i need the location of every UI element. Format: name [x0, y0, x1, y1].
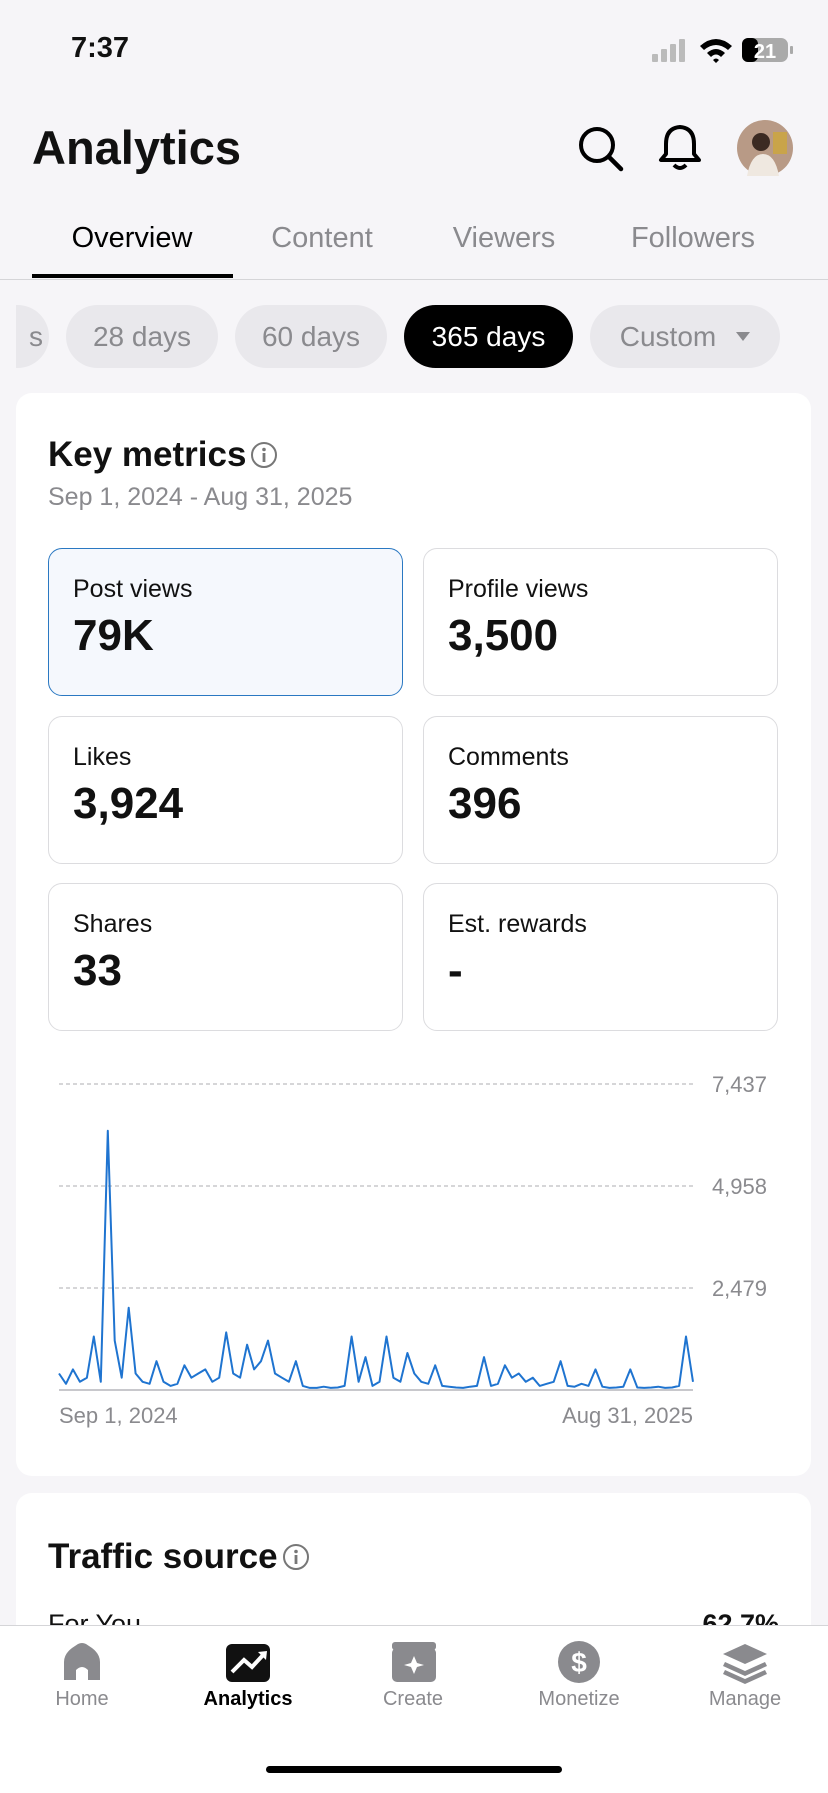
svg-text:$: $	[571, 1647, 587, 1678]
line-series	[58, 1129, 694, 1389]
metric-value: -	[448, 946, 463, 995]
metric-value: 3,924	[73, 779, 184, 828]
metric-label: Post views	[73, 575, 193, 603]
period-chip[interactable]: Custom	[590, 305, 780, 368]
metric-label: Shares	[73, 910, 153, 938]
nav-label[interactable]: Create	[382, 1688, 444, 1710]
chip-label: s	[29, 320, 43, 352]
chip-label: 60 days	[261, 320, 361, 352]
metric-card[interactable]: Likes 3,924	[48, 716, 403, 864]
chart: 2,479 4,958 7,437 Sep 1, 2024 Aug 31, 2025	[58, 1072, 767, 1428]
period-chip[interactable]: 365 days	[404, 305, 573, 368]
y-tick-label: 2,479	[712, 1276, 767, 1301]
metric-value: 79K	[73, 611, 154, 660]
period-chip[interactable]: 28 days	[66, 305, 218, 368]
dropdown-arrow	[736, 332, 751, 341]
nav-label[interactable]: Home	[55, 1688, 109, 1710]
chip-label: 28 days	[92, 320, 192, 352]
card-title: Key metrics	[48, 435, 247, 474]
status-time: 7:37	[71, 32, 130, 64]
nav-label[interactable]: Monetize	[538, 1688, 620, 1710]
avatar[interactable]	[737, 120, 793, 176]
date-range: Sep 1, 2024 - Aug 31, 2025	[48, 483, 353, 511]
metric-label: Comments	[448, 743, 569, 771]
metric-label: Profile views	[448, 575, 589, 603]
battery-level: 21	[754, 41, 776, 63]
x-tick-label: Aug 31, 2025	[562, 1403, 693, 1428]
nav-label[interactable]: Analytics	[203, 1688, 293, 1710]
tab-indicator	[32, 274, 233, 278]
card-title: Traffic source	[48, 1537, 278, 1576]
tab[interactable]: Viewers	[452, 222, 556, 254]
key-metrics-card: Key metrics Sep 1, 2024 - Aug 31, 2025 P…	[16, 393, 811, 1476]
chip-label: 365 days	[431, 320, 546, 352]
home-indicator	[266, 1766, 562, 1773]
search-icon[interactable]	[576, 124, 624, 172]
status-icons: 21	[652, 38, 793, 63]
info-icon[interactable]	[282, 1543, 310, 1571]
tab[interactable]: Followers	[630, 222, 756, 254]
period-chip[interactable]: 60 days	[235, 305, 387, 368]
metric-value: 33	[73, 946, 122, 995]
chip-label: Custom	[619, 320, 717, 352]
period-chips: s 28 days 60 days 365 days Custom	[16, 0, 828, 400]
metric-value: 3,500	[448, 611, 559, 660]
info-icon[interactable]	[250, 441, 278, 469]
metric-card[interactable]: Shares 33	[48, 883, 403, 1031]
metric-card[interactable]: Est. rewards -	[423, 883, 778, 1031]
metric-label: Est. rewards	[448, 910, 587, 938]
divider	[0, 279, 828, 280]
metric-card[interactable]: Comments 396	[423, 716, 778, 864]
metric-label: Likes	[73, 743, 132, 771]
nav-icons: $	[64, 1641, 767, 1684]
x-tick-label: Sep 1, 2024	[59, 1403, 178, 1428]
nav-label[interactable]: Manage	[708, 1688, 782, 1710]
metric-card[interactable]: Post views 79K	[48, 548, 403, 696]
metric-value: 396	[448, 779, 522, 828]
tab[interactable]: Overview	[71, 222, 193, 254]
y-tick-label: 4,958	[712, 1174, 767, 1199]
notification-icon[interactable]	[656, 122, 704, 172]
metric-card[interactable]: Profile views 3,500	[423, 548, 778, 696]
y-tick-label: 7,437	[712, 1072, 767, 1097]
tab[interactable]: Content	[271, 222, 373, 254]
page-title: Analytics	[32, 121, 241, 174]
